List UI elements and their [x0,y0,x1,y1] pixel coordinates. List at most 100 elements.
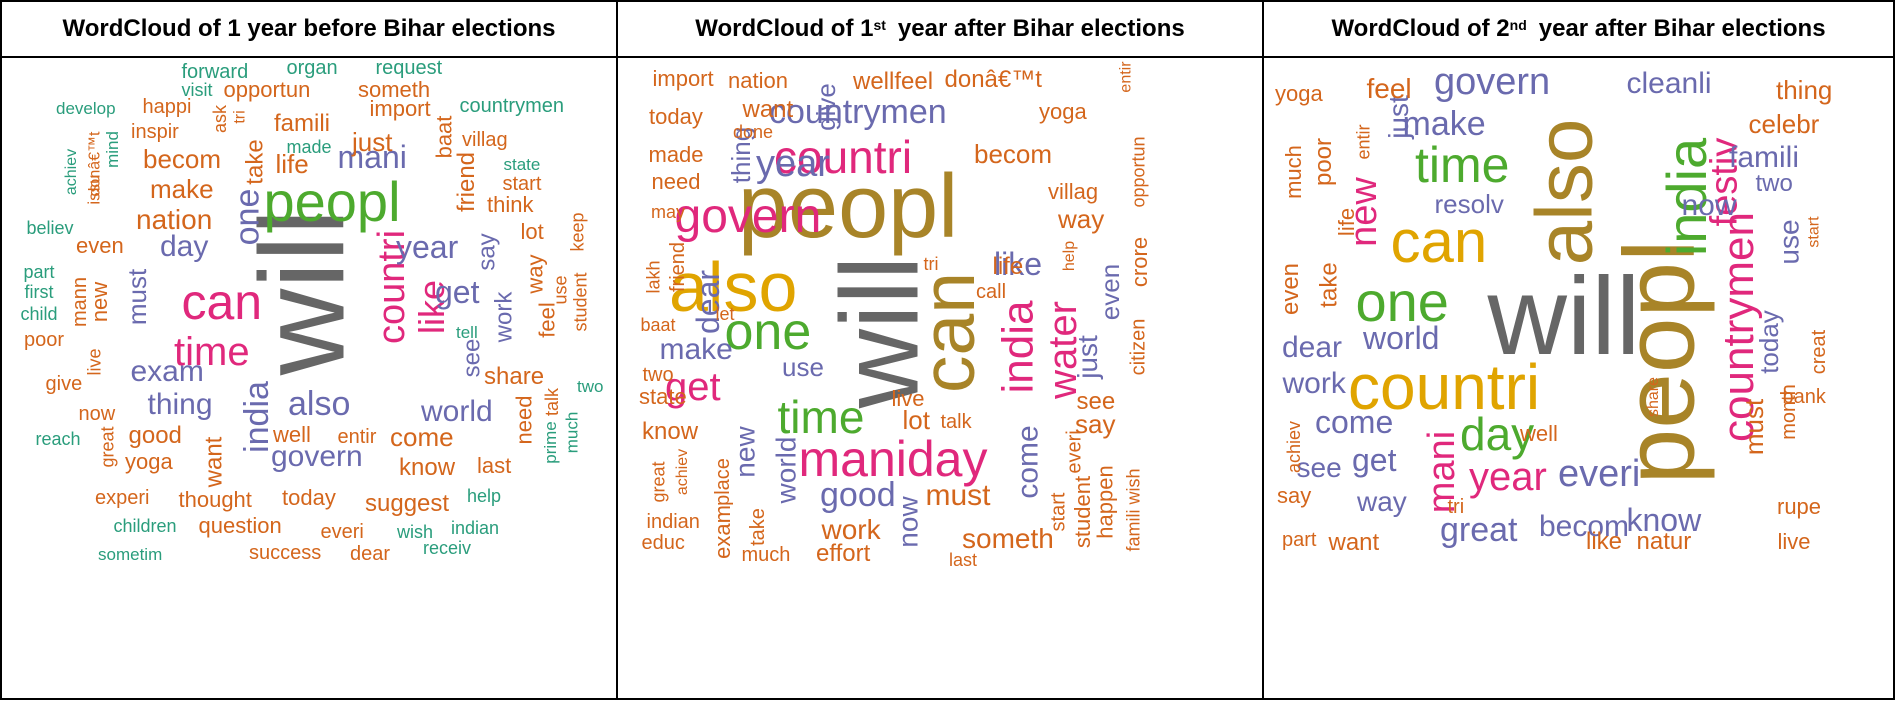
cloud-word: donâ€™t [944,66,1042,93]
cloud-word: entir [1117,61,1135,93]
cloud-word: thought [178,487,252,512]
cloud-word: becom [1539,510,1630,543]
cloud-word: dear [350,543,391,565]
cloud-word: start [502,173,542,195]
cloud-word: today [1753,310,1784,374]
cloud-word: maniday [798,431,988,487]
cloud-word: opportun [223,77,311,102]
cloud-word: see [457,338,485,378]
cloud-word: may [651,202,686,222]
cloud-word: govern [271,440,363,473]
cloud-word: work [489,291,517,343]
cloud-word: bank [1782,386,1826,408]
cloud-word: give [45,373,83,395]
cloud-word: countrymen [769,93,947,131]
cloud-word: today [282,485,336,510]
cloud-word: like [1586,528,1623,555]
cloud-word: first [24,282,54,302]
cloud-word: tri [923,254,939,274]
cloud-word: need [651,169,701,194]
cloud-word: last [949,550,978,570]
cloud-word: way [522,254,548,294]
cloud-word: just [352,127,393,157]
cloud-word: state [503,154,541,174]
cloud-word: baat [640,315,676,335]
cloud-word: world [769,436,801,504]
cloud-word: happen [1092,465,1118,539]
cloud-word: india [992,300,1042,394]
cloud-word: now [892,496,924,548]
panel-title-text: WordCloud of 1 [695,15,874,42]
cloud-word: becom [143,144,222,174]
cloud-word: develop [56,98,116,118]
cloud-word: mind [102,130,122,168]
cloud-word: can [181,274,263,330]
cloud-word: wellfeel [853,68,934,95]
ordinal-suffix: nd [1509,17,1527,33]
cloud-word: world [1363,320,1440,356]
cloud-word: want [199,436,227,488]
cloud-word: think [487,192,534,217]
cloud-word: forward [181,61,249,83]
cloud-word: get [1352,442,1397,478]
cloud-word: import [652,66,714,91]
cloud-word: peopl [1602,239,1715,485]
cloud-word: friend [667,241,690,293]
cloud-word: know [642,418,699,445]
cloud-word: know [1626,502,1702,538]
cloud-word: indian [451,518,500,538]
cloud-word: resolv [1434,189,1504,219]
cloud-word: made [286,137,332,157]
cloud-word: live [84,348,105,376]
cloud-word: new [87,281,113,323]
cloud-word: take [746,508,769,546]
cloud-word: famili wish [1123,468,1144,552]
cloud-word: yoga [1039,99,1087,124]
cloud-word: call [976,281,1007,303]
cloud-word: poor [24,329,65,351]
cloud-word: happi [142,96,192,118]
cloud-word: last [477,453,512,478]
cloud-word: give [810,83,841,131]
cloud-word: citizen [1126,318,1149,376]
cloud-word: make [659,333,733,366]
cloud-word: lot [520,219,544,244]
cloud-word: reach [35,429,81,449]
cloud-word: crore [1127,236,1153,288]
cloud-word: dear [690,269,727,335]
cloud-word: way [1058,204,1105,234]
cloud-word: yoga [125,449,173,474]
cloud-word: come [390,422,454,452]
cloud-word: help [467,486,502,506]
cloud-word: now [78,403,116,425]
cloud-word: natur [1636,528,1692,555]
cloud-word: villag [462,129,508,151]
cloud-word: come [1315,404,1394,440]
cloud-word: achiev [1284,420,1305,474]
panel-title-text-rest: year after Bihar elections [1538,15,1826,42]
cloud-word: world [421,395,493,428]
cloud-word: life [992,253,1024,280]
cloud-word: start [1805,216,1823,248]
wordcloud: will peopl can time countri like one india also m… [2,56,616,698]
cloud-word: nation [136,204,213,235]
cloud-word: well [273,422,311,447]
cloud-word: use [1773,219,1805,265]
cloud-word: yoga [1275,81,1323,106]
cloud-word: see [1076,388,1116,415]
cloud-word: new [729,426,761,478]
cloud-word: nation [728,68,788,93]
cloud-word: tri [1447,496,1465,518]
cloud-word: even [1277,262,1305,316]
cloud-word: children [113,516,177,536]
cloud-word: even [1095,263,1126,321]
cloud-word: see [1296,452,1342,483]
cloud-word: start [1046,492,1069,532]
cloud-word: countrymen [459,95,565,117]
cloud-word: peopl [738,157,959,257]
cloud-word: year [1469,455,1547,499]
cloud-word: let [715,304,735,324]
panel-title: WordCloud of 1 year before Bihar electio… [2,2,616,58]
